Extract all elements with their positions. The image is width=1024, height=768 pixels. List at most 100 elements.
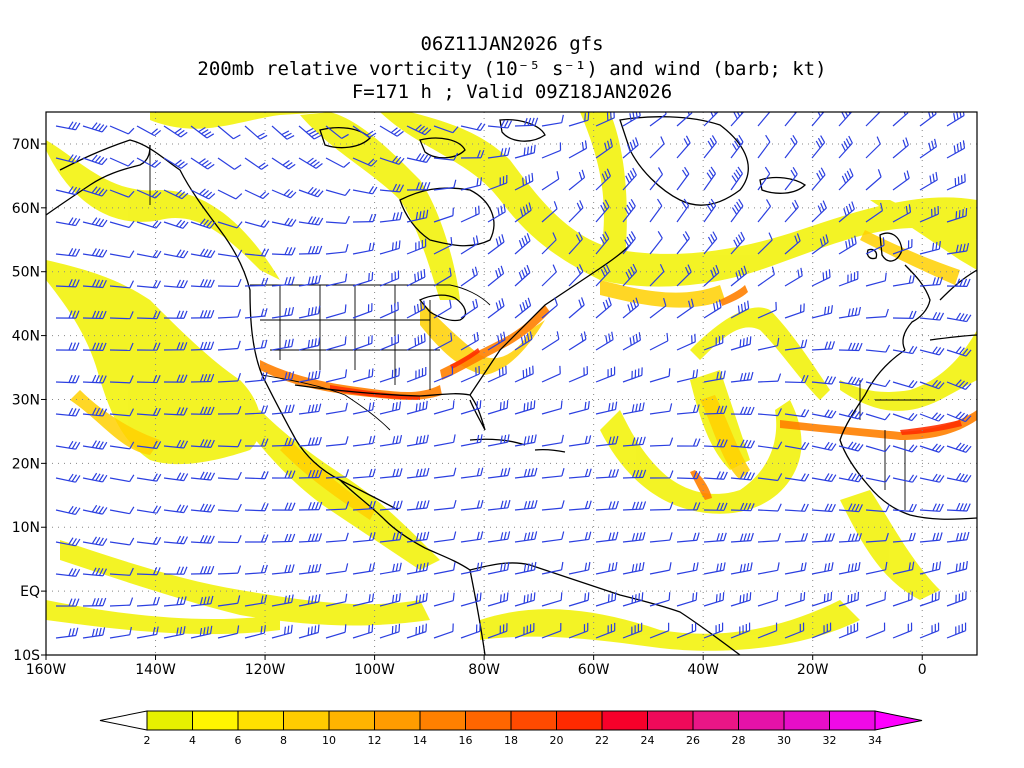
wind-barb-196 bbox=[757, 266, 775, 287]
wind-barb-337 bbox=[892, 412, 918, 422]
title-line-1: 06Z11JAN2026 gfs bbox=[420, 33, 604, 55]
wind-barb-401 bbox=[784, 473, 810, 482]
wind-barb-102 bbox=[55, 217, 81, 227]
colorbar-segment-7 bbox=[465, 710, 512, 731]
wind-barb-487 bbox=[352, 562, 376, 575]
colorbar-label: 28 bbox=[732, 734, 746, 747]
wind-barb-221 bbox=[514, 297, 532, 319]
wind-barb-477 bbox=[82, 567, 108, 577]
wind-barb-213 bbox=[298, 305, 321, 319]
wind-barb-308 bbox=[109, 408, 135, 417]
wind-barb-66 bbox=[919, 138, 938, 159]
wind-barb-222 bbox=[541, 297, 558, 319]
wind-barb-160 bbox=[703, 231, 718, 255]
wind-barb-327 bbox=[622, 402, 645, 415]
wind-barb-513 bbox=[136, 596, 160, 607]
wind-barb-63 bbox=[838, 135, 853, 159]
wind-barb-125 bbox=[676, 198, 690, 223]
wind-barb-473 bbox=[892, 532, 916, 543]
wind-barb-366 bbox=[757, 441, 783, 450]
lat-tick-label: 40N bbox=[12, 329, 40, 345]
lat-tick-label: 10S bbox=[13, 648, 40, 664]
wind-barb-392 bbox=[541, 468, 565, 479]
wind-barb-485 bbox=[298, 563, 322, 575]
wind-barb-252 bbox=[433, 332, 453, 351]
wind-barb-385 bbox=[352, 468, 376, 479]
wind-barb-363 bbox=[676, 438, 701, 447]
wind-barb-506 bbox=[865, 561, 888, 575]
wind-barb-218 bbox=[433, 299, 452, 319]
colorbar-segment-3 bbox=[283, 710, 330, 731]
wind-barb-246 bbox=[271, 338, 294, 351]
wind-barb-281 bbox=[298, 370, 321, 383]
wind-barb-320 bbox=[433, 400, 455, 415]
wind-barb-394 bbox=[595, 468, 619, 479]
wind-barb-18 bbox=[541, 114, 564, 127]
wind-barb-375 bbox=[82, 472, 108, 483]
wind-barb-318 bbox=[379, 401, 402, 415]
wind-barb-152 bbox=[487, 234, 505, 255]
wind-barb-333 bbox=[784, 408, 810, 418]
wind-barb-89 bbox=[622, 167, 637, 191]
wind-barb-58 bbox=[703, 135, 717, 159]
wind-barb-32 bbox=[919, 112, 937, 127]
wind-barb-427 bbox=[568, 500, 592, 511]
wind-barb-528 bbox=[541, 592, 563, 607]
wind-barb-305 bbox=[946, 379, 972, 391]
wind-barb-470 bbox=[811, 533, 836, 543]
wind-barb-404 bbox=[865, 475, 891, 483]
wind-barb-410 bbox=[109, 506, 135, 515]
wind-barb-396 bbox=[649, 470, 674, 479]
wind-barb-474 bbox=[919, 532, 943, 543]
wind-barb-552 bbox=[271, 624, 293, 639]
wind-barb-174 bbox=[163, 279, 188, 289]
wind-barb-145 bbox=[298, 245, 323, 255]
wind-barb-23 bbox=[676, 112, 693, 127]
wind-barb-110 bbox=[271, 217, 297, 227]
wind-barb-309 bbox=[136, 407, 161, 417]
wind-barb-532 bbox=[649, 592, 671, 607]
wind-barb-383 bbox=[298, 469, 323, 479]
wind-barb-228 bbox=[703, 299, 722, 319]
wind-barb-22 bbox=[649, 112, 667, 127]
wind-barb-121 bbox=[568, 200, 584, 223]
wind-barb-480 bbox=[163, 566, 188, 575]
wind-barb-390 bbox=[487, 467, 511, 479]
wind-barb-272 bbox=[55, 374, 80, 384]
wind-barb-119 bbox=[514, 202, 532, 223]
wind-barb-92 bbox=[703, 166, 716, 191]
wind-barb-299 bbox=[784, 374, 809, 384]
wind-barb-276 bbox=[163, 374, 188, 383]
wind-barb-494 bbox=[541, 561, 564, 575]
wind-barb-355 bbox=[460, 434, 483, 447]
colorbar: 2 4 6 8 10 12 14 16 18 20 22 24 26 28 30 32 34 bbox=[99, 710, 923, 747]
wind-barb-406 bbox=[919, 473, 945, 483]
wind-barb-242 bbox=[163, 342, 188, 351]
wind-barb-129 bbox=[784, 199, 799, 223]
lon-tick-label: 160W bbox=[26, 662, 67, 678]
wind-barb-13 bbox=[406, 124, 432, 136]
wind-barb-481 bbox=[190, 565, 215, 575]
wind-barb-449 bbox=[244, 534, 269, 543]
wind-barb-546 bbox=[109, 626, 132, 639]
wind-barb-428 bbox=[595, 500, 619, 511]
wind-barb-421 bbox=[406, 500, 430, 511]
wind-barb-478 bbox=[109, 567, 134, 576]
wind-barb-326 bbox=[595, 401, 618, 415]
wind-barb-114 bbox=[379, 211, 403, 223]
wind-barb-15 bbox=[460, 122, 486, 132]
wind-barb-90 bbox=[649, 167, 664, 191]
wind-barb-190 bbox=[595, 263, 611, 287]
wind-barb-115 bbox=[406, 209, 429, 223]
wind-barb-381 bbox=[244, 471, 269, 480]
wind-barb-523 bbox=[406, 592, 428, 607]
wind-barb-353 bbox=[406, 434, 429, 447]
wind-barb-331 bbox=[730, 406, 755, 416]
wind-barb-31 bbox=[892, 112, 909, 127]
wind-barb-53 bbox=[568, 140, 588, 159]
wind-barb-413 bbox=[190, 503, 216, 513]
wind-barb-553 bbox=[298, 624, 320, 639]
wind-barb-443 bbox=[82, 536, 108, 546]
wind-barb-253 bbox=[460, 332, 479, 351]
wind-barb-295 bbox=[676, 369, 699, 383]
